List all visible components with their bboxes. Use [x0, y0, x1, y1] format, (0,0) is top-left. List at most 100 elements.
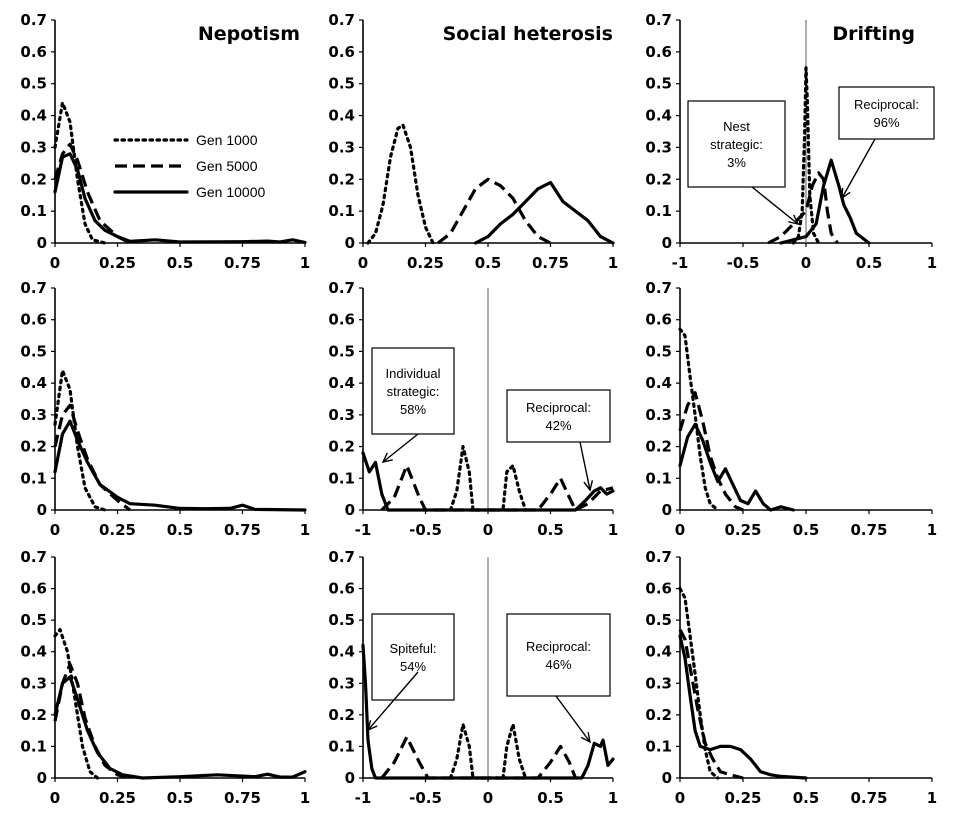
- x-tick-label: 0.5: [475, 254, 502, 272]
- annotation-box: Individual strategic: 58%: [371, 347, 455, 464]
- y-tick-label: 0.4: [20, 107, 47, 125]
- annotation-arrow: [579, 441, 591, 491]
- arrow-head: [788, 214, 800, 226]
- annotation-box: Reciprocal: 42%: [506, 389, 611, 492]
- annotation-text: 3%: [727, 155, 746, 170]
- y-tick-label: 0.5: [645, 611, 672, 629]
- annotation-text: strategic:: [387, 384, 440, 399]
- x-tick-label: 0.25: [99, 521, 136, 539]
- y-tick-label: 0.2: [20, 706, 47, 724]
- annotation-text: 42%: [545, 418, 571, 433]
- x-tick-label: 0.75: [224, 521, 261, 539]
- series-gen-10000: [53, 419, 307, 512]
- x-tick-label: 1: [300, 254, 310, 272]
- y-tick-label: 0.6: [645, 311, 672, 329]
- x-tick-label: 0.5: [167, 789, 194, 807]
- y-tick-label: 0.4: [328, 374, 355, 392]
- x-tick-label: 0.75: [850, 521, 887, 539]
- x-tick-label: 0: [801, 254, 811, 272]
- panel-r2c1: 0 0.1 0.2 0.3 0.4 0.5 0.6 0.7 0 0.25 0.5 0.75 1: [20, 279, 310, 539]
- y-tick-label: 0.5: [20, 342, 47, 360]
- y-tick-label: 0.2: [328, 438, 355, 456]
- y-tick-label: 0.5: [328, 342, 355, 360]
- y-tick-label: 0.1: [20, 202, 47, 220]
- x-tick-label: 1: [300, 789, 310, 807]
- y-tick-label: 0: [662, 501, 672, 519]
- y-tick-label: 0.5: [20, 75, 47, 93]
- annotation-text: Spiteful:: [390, 641, 437, 656]
- y-tick-label: 0: [345, 501, 355, 519]
- x-tick-label: 0.5: [167, 254, 194, 272]
- legend-label: Gen 5000: [196, 158, 258, 174]
- series-gen-10000: [361, 451, 615, 512]
- y-tick-label: 0.6: [328, 580, 355, 598]
- series-gen-1000: [53, 101, 107, 245]
- x-tick-label: -0.5: [727, 254, 760, 272]
- legend-label: Gen 1000: [196, 132, 258, 148]
- annotation-arrow: [841, 138, 876, 199]
- y-tick-label: 0.2: [328, 170, 355, 188]
- series-gen-5000: [437, 177, 552, 245]
- x-tick-label: 0.25: [407, 254, 444, 272]
- y-tick-label: 0.3: [328, 406, 355, 424]
- y-tick-label: 0.4: [328, 643, 355, 661]
- annotation-text: 46%: [545, 657, 571, 672]
- series-gen-10000: [53, 152, 307, 244]
- series-gen-10000: [473, 180, 615, 245]
- y-tick-label: 0.1: [645, 202, 672, 220]
- y-tick-label: 0.6: [20, 580, 47, 598]
- y-tick-label: 0.1: [645, 737, 672, 755]
- annotation-text: Reciprocal:: [526, 400, 591, 415]
- panel-r1c1: 0 0.1 0.2 0.3 0.4 0.5 0.6 0.7 0 0.25 0.5 0.75 1 Nepot…: [20, 11, 310, 272]
- y-tick-label: 0.7: [645, 11, 672, 29]
- x-tick-label: 1: [608, 789, 618, 807]
- x-tick-label: -1: [672, 254, 689, 272]
- x-tick-label: 0.5: [856, 254, 883, 272]
- legend-label: Gen 10000: [196, 184, 265, 200]
- y-tick-label: 0: [345, 234, 355, 252]
- y-tick-label: 0.7: [328, 548, 355, 566]
- y-tick-label: 0.5: [328, 611, 355, 629]
- y-tick-label: 0.7: [645, 279, 672, 297]
- annotation-frame: [506, 613, 611, 697]
- y-tick-label: 0.3: [328, 138, 355, 156]
- y-tick-label: 0.5: [645, 75, 672, 93]
- y-tick-label: 0.6: [20, 311, 47, 329]
- series-gen-1000: [366, 123, 435, 245]
- series-gen-1000: [678, 586, 720, 780]
- y-tick-label: 0: [37, 769, 47, 787]
- x-tick-label: 1: [300, 521, 310, 539]
- x-tick-label: 0.75: [224, 789, 261, 807]
- y-tick-label: 0.4: [645, 643, 672, 661]
- x-tick-label: 0.25: [99, 254, 136, 272]
- series-gen-5000: [767, 171, 839, 245]
- y-tick-label: 0.2: [328, 706, 355, 724]
- y-tick-label: 0.7: [20, 11, 47, 29]
- series-gen-5000: [53, 403, 131, 512]
- panel-title: Drifting: [832, 23, 915, 45]
- y-tick-label: 0.5: [20, 611, 47, 629]
- y-tick-label: 0.2: [645, 706, 672, 724]
- panel-r3c3: 0 0.1 0.2 0.3 0.4 0.5 0.6 0.7 0 0.25 0.5 0.75 1: [645, 548, 937, 807]
- series-gen-5000: [53, 142, 131, 245]
- annotation-arrow: [382, 433, 419, 463]
- x-tick-label: 0.5: [793, 521, 820, 539]
- annotation-frame: [506, 389, 611, 443]
- annotation-text: Nest: [723, 119, 750, 134]
- y-tick-label: 0.6: [328, 311, 355, 329]
- arrow-head: [583, 480, 594, 492]
- x-tick-label: -1: [355, 521, 372, 539]
- y-tick-label: 0.7: [645, 548, 672, 566]
- y-tick-label: 0: [662, 769, 672, 787]
- annotation-frame: [687, 100, 786, 188]
- panel-r1c2: 0 0.1 0.2 0.3 0.4 0.5 0.6 0.7 0 0.25 0.5 0.75 1 Socia…: [328, 11, 618, 272]
- y-tick-label: 0.3: [645, 138, 672, 156]
- x-tick-label: -0.5: [409, 521, 442, 539]
- series-gen-1000: [791, 66, 821, 245]
- series-gen-5000: [678, 628, 744, 780]
- y-tick-label: 0.3: [20, 138, 47, 156]
- x-tick-label: 1: [927, 789, 937, 807]
- series-gen-10000: [53, 675, 307, 780]
- y-tick-label: 0.7: [328, 279, 355, 297]
